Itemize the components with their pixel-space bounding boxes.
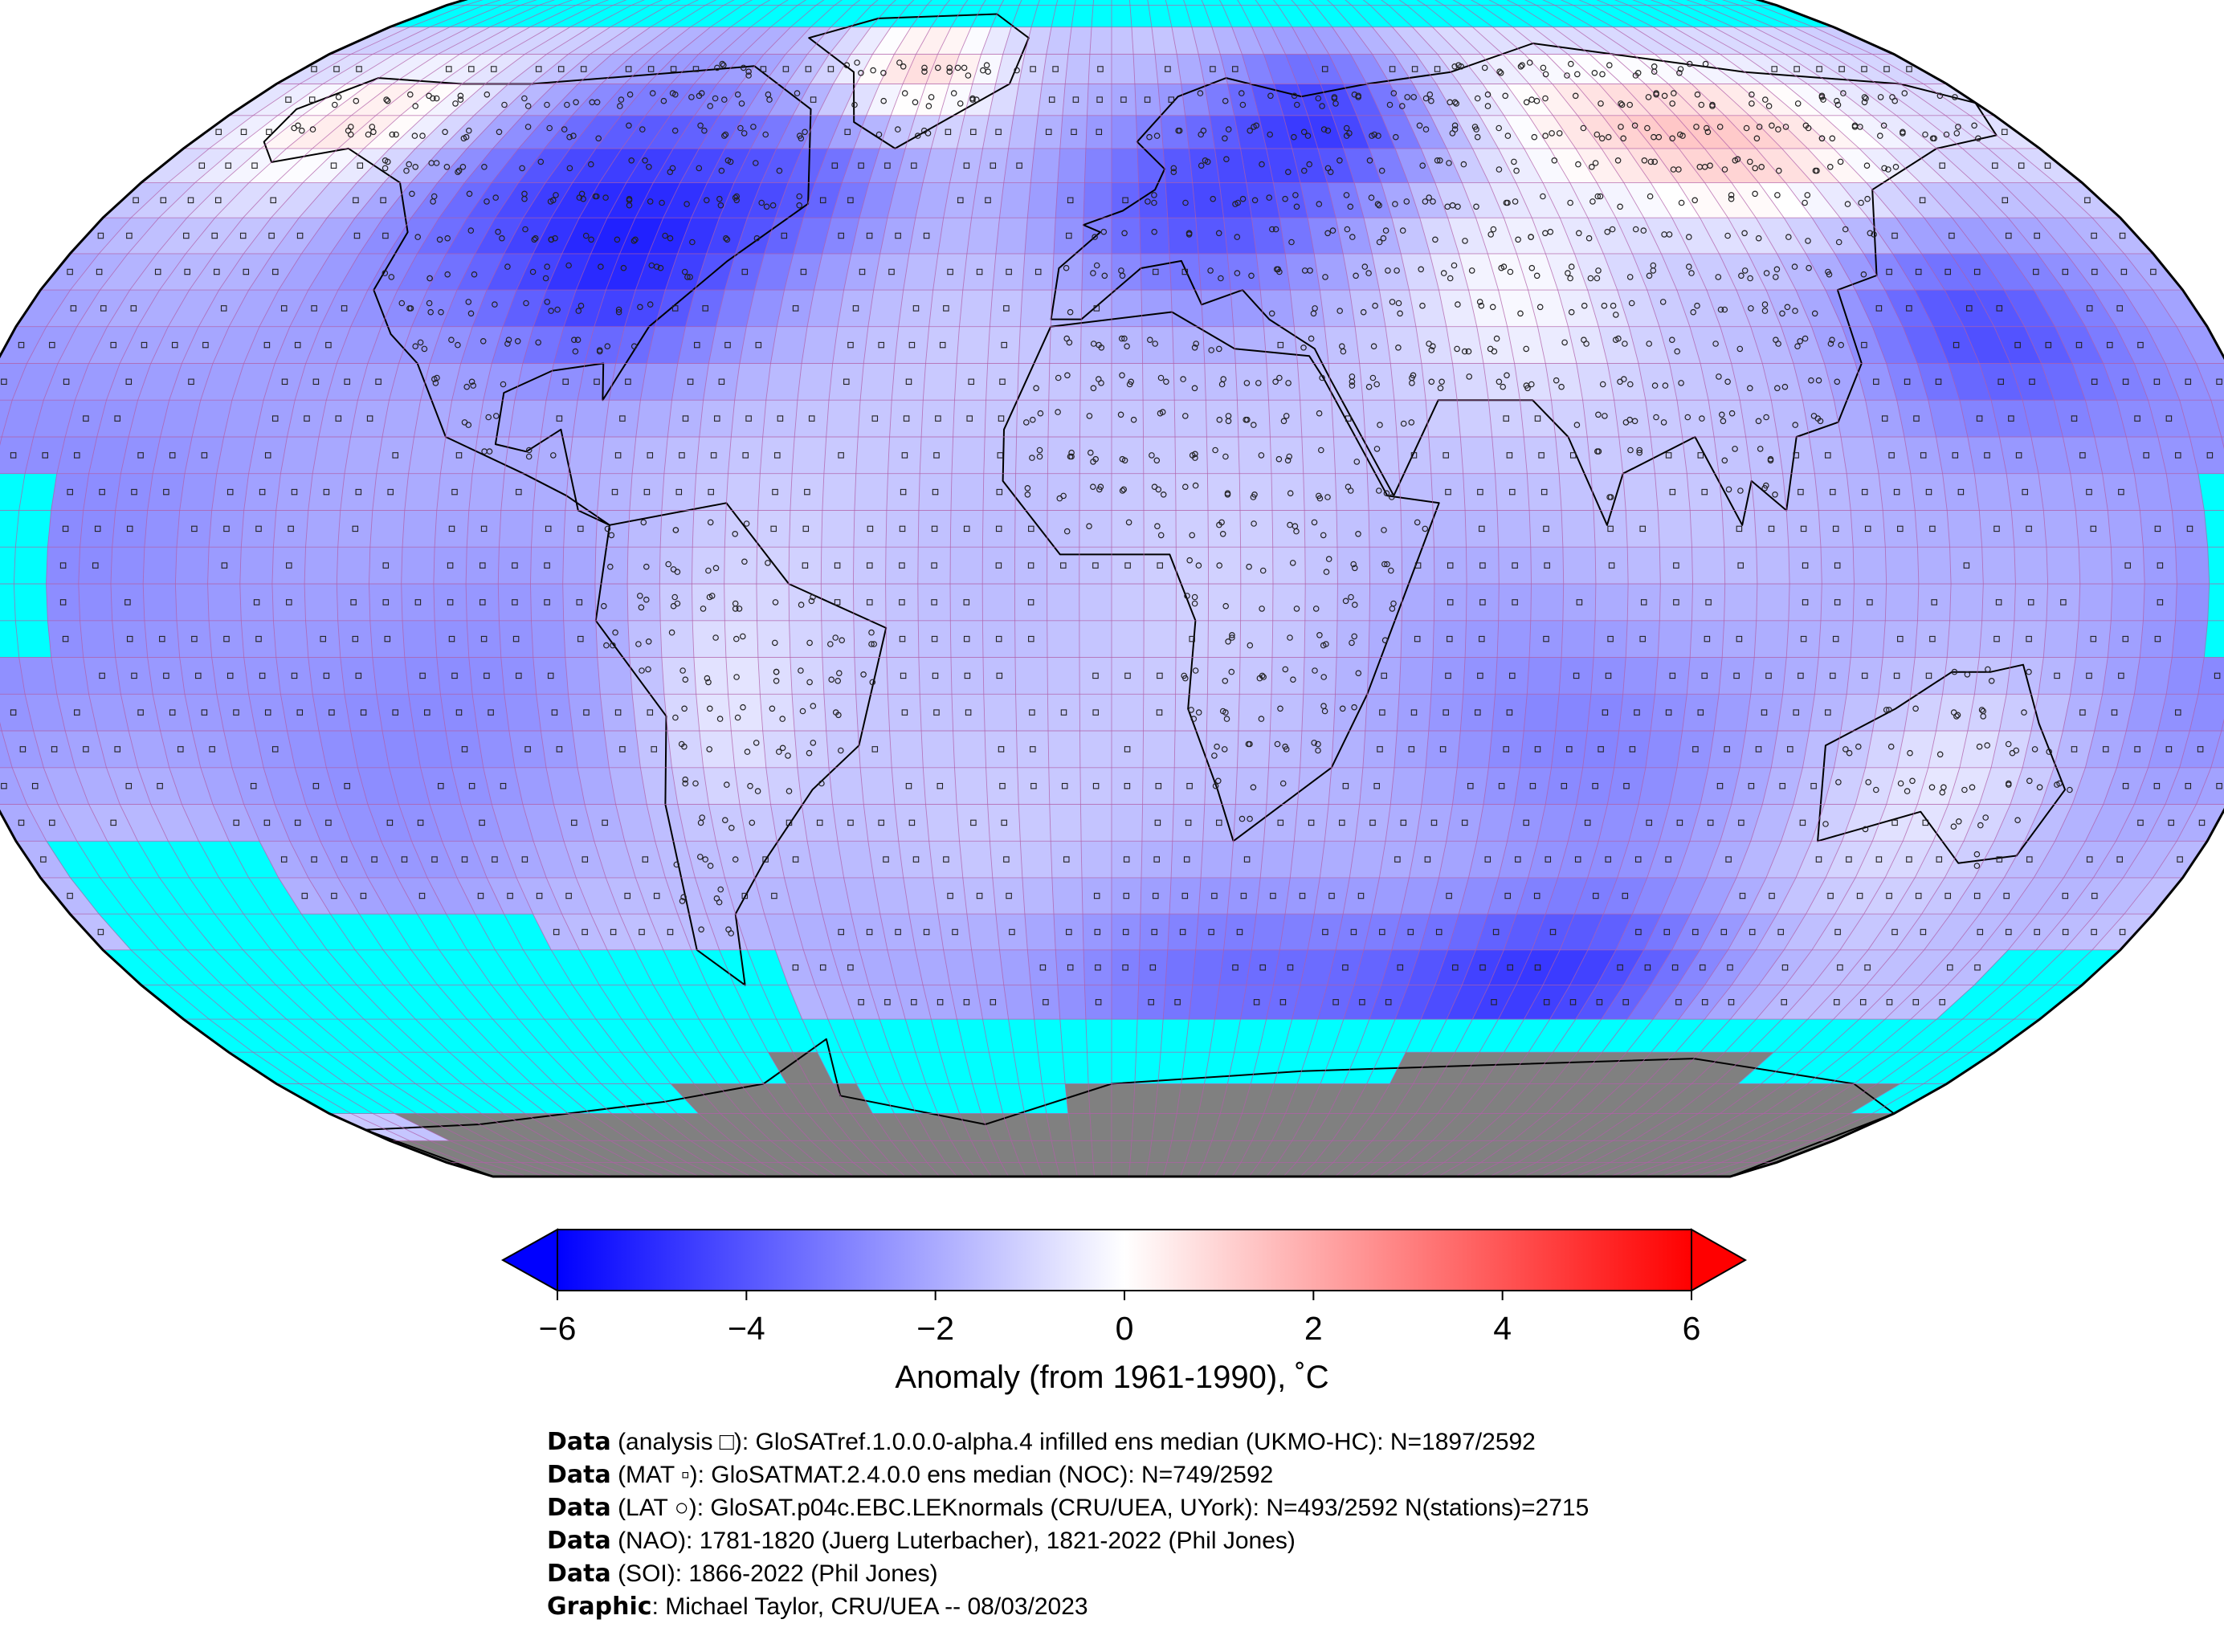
credit-text: (NAO): 1781-1820 (Juerg Luterbacher), 18… <box>610 1528 1296 1554</box>
credit-label: Graphic <box>547 1593 652 1621</box>
credit-line: Data (MAT ▫): GloSATMAT.2.4.0.0 ens medi… <box>547 1458 1589 1491</box>
credit-line: Data (analysis □): GloSATref.1.0.0.0-alp… <box>547 1426 1589 1458</box>
colorbar-tick-label: 0 <box>1116 1310 1134 1347</box>
colorbar-gradient <box>557 1229 1692 1291</box>
colorbar-tick-label: −6 <box>539 1310 577 1347</box>
colorbar-label: Anomaly (from 1961-1990), ˚C <box>895 1360 1329 1395</box>
colorbar-extend-max <box>1691 1228 1748 1292</box>
colorbar: −6 −4 −2 0 2 4 6 <box>500 1228 1748 1347</box>
credit-text: : Michael Taylor, CRU/UEA -- 08/03/2023 <box>651 1593 1088 1620</box>
credit-label: Data <box>547 1461 611 1489</box>
credit-text: (MAT ▫): GloSATMAT.2.4.0.0 ens median (N… <box>610 1462 1274 1488</box>
credit-line: Data (LAT ○): GloSAT.p04c.EBC.LEKnormals… <box>547 1491 1589 1524</box>
world-map <box>0 0 2224 1178</box>
credit-label: Data <box>547 1428 611 1456</box>
credit-line: Graphic: Michael Taylor, CRU/UEA -- 08/0… <box>547 1590 1589 1623</box>
credit-text: (LAT ○): GloSAT.p04c.EBC.LEKnormals (CRU… <box>610 1495 1589 1521</box>
credit-label: Data <box>547 1527 611 1555</box>
colorbar-ticks: −6 −4 −2 0 2 4 6 <box>539 1291 1701 1347</box>
colorbar-tick-label: 2 <box>1304 1310 1323 1347</box>
credit-line: Data (SOI): 1866-2022 (Phil Jones) <box>547 1557 1589 1590</box>
credit-text: (analysis □): GloSATref.1.0.0.0-alpha.4 … <box>610 1429 1536 1455</box>
credit-label: Data <box>547 1560 611 1588</box>
colorbar-tick-label: −4 <box>728 1310 765 1347</box>
colorbar-tick-label: −2 <box>916 1310 954 1347</box>
credits-block: Data (analysis □): GloSATref.1.0.0.0-alp… <box>547 1426 1589 1623</box>
colorbar-tick-label: 6 <box>1683 1310 1701 1347</box>
credit-line: Data (NAO): 1781-1820 (Juerg Luterbacher… <box>547 1524 1589 1557</box>
credit-label: Data <box>547 1494 611 1522</box>
colorbar-tick-label: 4 <box>1493 1310 1512 1347</box>
colorbar-extend-min <box>500 1228 558 1292</box>
credit-text: (SOI): 1866-2022 (Phil Jones) <box>610 1560 938 1587</box>
